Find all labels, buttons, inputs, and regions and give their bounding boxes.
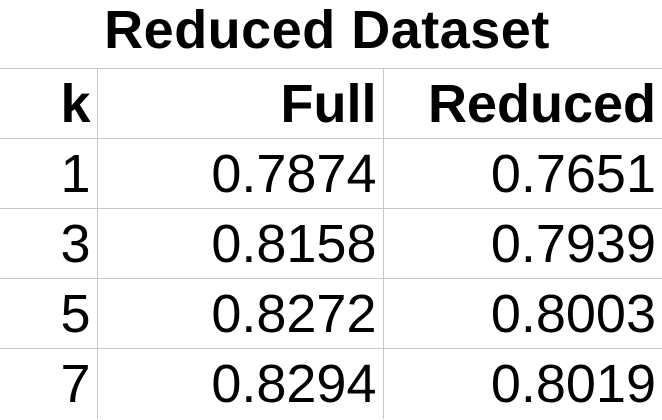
cell-reduced[interactable]: 0.7939 bbox=[382, 208, 662, 279]
cell-k[interactable]: 5 bbox=[0, 278, 98, 349]
cell-full[interactable]: 0.8294 bbox=[96, 348, 384, 419]
cell-reduced[interactable]: 0.7651 bbox=[382, 138, 662, 209]
table-row: 3 0.8158 0.7939 bbox=[0, 208, 662, 279]
sheet-title-text: Reduced Dataset bbox=[104, 0, 550, 60]
header-cell-reduced[interactable]: Reduced bbox=[382, 68, 662, 139]
table-row: 5 0.8272 0.8003 bbox=[0, 278, 662, 349]
cell-k[interactable]: 1 bbox=[0, 138, 98, 209]
header-cell-full[interactable]: Full bbox=[96, 68, 384, 139]
cell-reduced[interactable]: 0.8019 bbox=[382, 348, 662, 419]
cell-full[interactable]: 0.7874 bbox=[96, 138, 384, 209]
sheet-title: Reduced Dataset bbox=[0, 0, 662, 68]
cell-reduced[interactable]: 0.8003 bbox=[382, 278, 662, 349]
cell-k[interactable]: 7 bbox=[0, 348, 98, 419]
table-row: 7 0.8294 0.8019 bbox=[0, 348, 662, 419]
cell-full[interactable]: 0.8272 bbox=[96, 278, 384, 349]
table-row: 1 0.7874 0.7651 bbox=[0, 138, 662, 209]
cell-full[interactable]: 0.8158 bbox=[96, 208, 384, 279]
results-table: k Full Reduced 1 0.7874 0.7651 3 0.8158 … bbox=[0, 68, 662, 419]
cell-k[interactable]: 3 bbox=[0, 208, 98, 279]
header-cell-k[interactable]: k bbox=[0, 68, 98, 139]
header-row: k Full Reduced bbox=[0, 68, 662, 139]
